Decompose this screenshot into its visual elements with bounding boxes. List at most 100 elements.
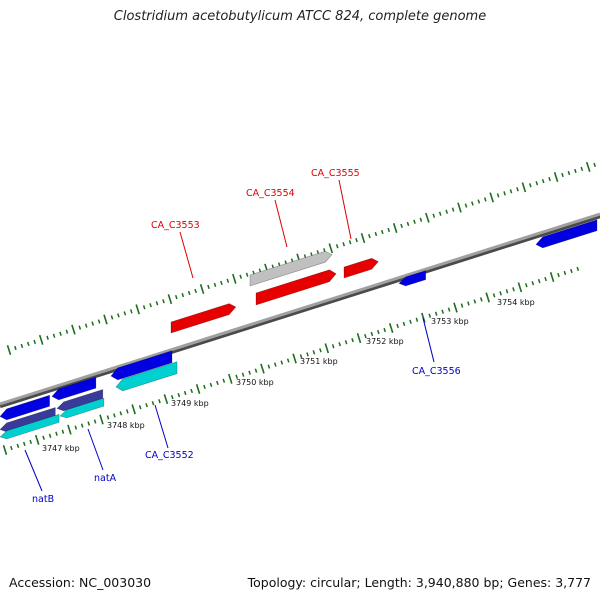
inner-tick [306, 352, 309, 357]
gene-label-nata[interactable]: natA [94, 473, 117, 484]
leader-nata [87, 428, 104, 471]
gene-ca-c3554-body[interactable] [249, 250, 333, 287]
gene-label-ca-c3552[interactable]: CA_C3552 [145, 450, 194, 461]
gene-ca-c3553-body[interactable] [170, 303, 237, 334]
gene-nata-other[interactable] [59, 397, 105, 419]
gene-ca-c3555[interactable] [343, 257, 379, 279]
gene-ca-c3552-cds-body[interactable] [110, 350, 173, 381]
gene-ca-c3554[interactable] [249, 250, 333, 287]
outer-tick [438, 211, 442, 216]
inner-tick [267, 364, 271, 369]
gene-nata-dark-body[interactable] [56, 389, 104, 412]
gene-ca-c3552-cds[interactable] [110, 350, 173, 381]
genome-backbone [0, 212, 600, 406]
outer-tick [129, 309, 133, 314]
outer-tick [425, 212, 430, 223]
leader-ca-c3553 [179, 231, 194, 279]
feature-layer[interactable] [0, 219, 598, 440]
inner-tick [222, 378, 226, 383]
scale-labels: 3747 kbp 3748 kbp 3749 kbp 3750 kbp 3751… [42, 298, 535, 453]
gene-nata-cds[interactable] [51, 376, 97, 401]
inner-tick [467, 301, 470, 306]
outer-tick [489, 192, 494, 203]
gene-label-natb[interactable]: natB [32, 494, 54, 505]
gene-label-ca-c3556[interactable]: CA_C3556 [412, 366, 461, 377]
gene-natb-cds[interactable] [0, 394, 50, 421]
outer-tick [194, 288, 198, 294]
inner-tick [2, 444, 8, 456]
outer-tick [585, 161, 591, 172]
inner-tick [125, 409, 129, 414]
outer-tick [483, 197, 487, 202]
inner-tick [260, 363, 265, 374]
outer-tick [503, 191, 506, 196]
outer-tick [328, 243, 334, 254]
inner-tick [364, 333, 367, 339]
outer-tick [199, 283, 205, 294]
inner-tick [505, 289, 509, 294]
gene-nata-cds-body[interactable] [51, 376, 97, 401]
inner-tick [228, 373, 233, 384]
inner-tick [235, 374, 239, 379]
inner-tick [61, 429, 65, 434]
outer-tick [374, 231, 378, 237]
inner-tick [409, 319, 412, 324]
scale-label-3750: 3750 kbp [236, 378, 274, 387]
gene-ca-c3556-body[interactable] [398, 270, 427, 287]
outer-tick [471, 201, 474, 206]
gene-label-ca-c3553[interactable]: CA_C3553 [151, 220, 200, 231]
inner-tick [183, 390, 187, 396]
gene-reverse-cds-right[interactable] [535, 219, 598, 249]
inner-tick [388, 322, 394, 333]
gene-reverse-cds-right-body[interactable] [535, 219, 598, 249]
gene-natb-other-body[interactable] [0, 413, 60, 440]
outer-tick [335, 244, 339, 249]
outer-tick [33, 339, 37, 345]
inner-tick [512, 287, 515, 292]
inner-tick [356, 333, 362, 344]
gene-nata-other-body[interactable] [59, 397, 105, 419]
leader-ca-c3555 [338, 179, 352, 240]
gene-ca-c3556[interactable] [398, 270, 427, 287]
outer-tick [419, 217, 423, 222]
outer-tick [548, 176, 551, 182]
gene-ca-c3552-other[interactable] [115, 361, 178, 392]
inner-tick [80, 423, 84, 428]
inner-tick [557, 272, 560, 278]
gene-ca-c3553[interactable] [170, 303, 237, 334]
outer-tick [368, 233, 371, 239]
inner-tick [376, 329, 380, 335]
gene-natb-dark-body[interactable] [0, 407, 56, 433]
scale-label-3749: 3749 kbp [171, 399, 209, 408]
gene-label-ca-c3554[interactable]: CA_C3554 [246, 188, 295, 199]
gene-label-ca-c3555[interactable]: CA_C3555 [311, 168, 360, 179]
inner-tick [195, 383, 201, 394]
gene-ca-c3553b-body[interactable] [255, 269, 337, 306]
inner-tick [479, 297, 483, 302]
gene-natb-dark[interactable] [0, 407, 56, 433]
inner-tick [209, 382, 213, 388]
outer-tick [155, 301, 159, 306]
inner-tick [292, 353, 297, 364]
inner-tick [319, 348, 322, 353]
gene-natb-other[interactable] [0, 413, 60, 440]
inner-tick [145, 403, 148, 408]
outer-tick [348, 240, 352, 245]
outer-tick [52, 333, 56, 338]
outer-tick [213, 282, 217, 288]
gene-natb-cds-body[interactable] [0, 394, 50, 421]
outer-tick [496, 193, 500, 198]
leader-natb [24, 449, 43, 492]
outer-tick [20, 343, 24, 349]
gene-nata-dark[interactable] [56, 389, 104, 412]
outer-tick [360, 233, 366, 244]
inner-tick [286, 358, 290, 363]
scale-label-3751: 3751 kbp [300, 357, 338, 366]
inner-tick [402, 321, 406, 327]
gene-ca-c3555-body[interactable] [343, 257, 379, 279]
outer-tick [103, 314, 108, 325]
outer-tick [387, 227, 391, 233]
gene-ca-c3552-other-body[interactable] [115, 361, 178, 392]
gene-ca-c3553b[interactable] [255, 269, 337, 306]
